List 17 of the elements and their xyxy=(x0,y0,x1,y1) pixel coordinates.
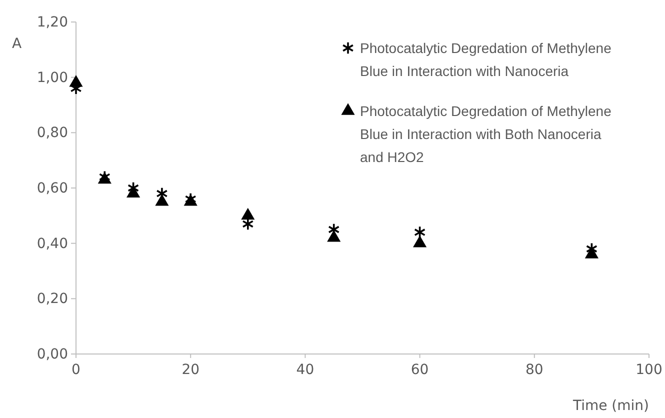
y-axis-title: A xyxy=(12,36,22,52)
x-tick-label: 40 xyxy=(296,362,314,378)
y-tick-label: 1,00 xyxy=(36,70,68,86)
y-tick-label: 1,20 xyxy=(36,14,68,30)
x-tick-label: 60 xyxy=(410,362,429,378)
y-tick-label: 0,20 xyxy=(36,291,68,308)
x-tick-label: 20 xyxy=(182,362,200,378)
x-tick-label: 80 xyxy=(525,362,544,378)
legend-label: Photocatalytic Degredation of Methylene Blue in Interaction with Nanoceria xyxy=(360,40,612,79)
y-tick-label: 0,80 xyxy=(36,125,68,142)
x-tick-label: 0 xyxy=(72,362,80,378)
legend-label: Photocatalytic Degredation of Methylene Blue in Interaction with Both Nanoceria and H2O2 xyxy=(360,103,612,165)
x-tick-label: 100 xyxy=(636,362,662,378)
x-axis-title: Time (min) xyxy=(572,398,649,414)
y-tick-label: 0,00 xyxy=(36,346,68,362)
y-tick-label: 0,40 xyxy=(36,236,68,252)
y-tick-label: 0,60 xyxy=(36,180,68,196)
